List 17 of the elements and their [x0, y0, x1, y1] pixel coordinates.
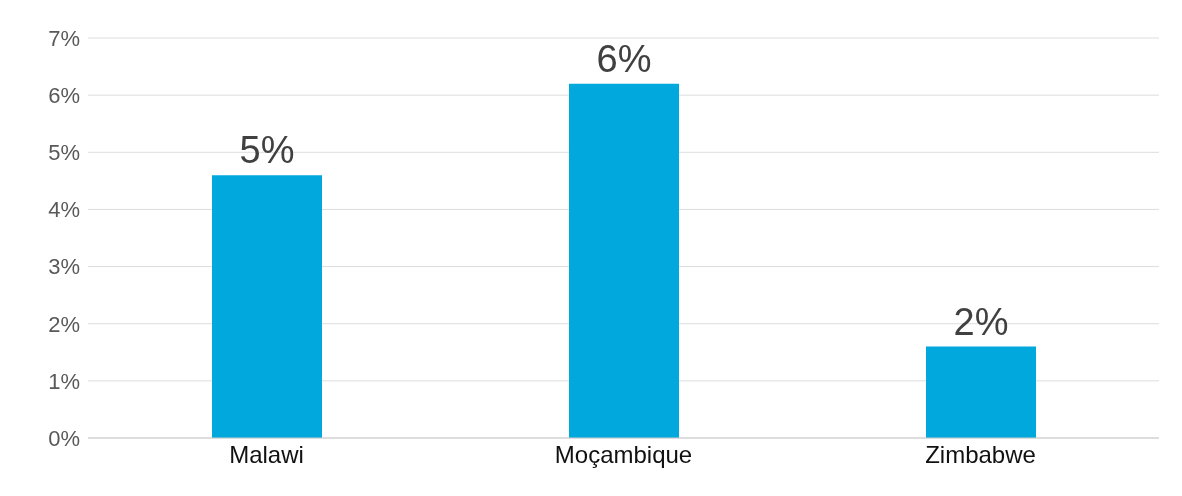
- y-tick-label: 0%: [48, 425, 80, 451]
- y-tick-label: 1%: [48, 368, 80, 394]
- y-tick-label: 6%: [48, 82, 80, 108]
- bar: [926, 346, 1036, 438]
- y-tick-label: 7%: [48, 25, 80, 51]
- y-tick-label: 5%: [48, 140, 80, 166]
- y-tick-label: 4%: [48, 197, 80, 223]
- y-tick-label: 2%: [48, 311, 80, 337]
- data-label: 5%: [239, 129, 295, 172]
- x-tick-label: Malawi: [229, 441, 304, 469]
- data-label: 6%: [596, 37, 652, 80]
- x-tick-label: Zimbabwe: [925, 441, 1036, 469]
- x-tick-label: Moçambique: [554, 441, 693, 469]
- bar: [569, 83, 679, 438]
- y-tick-label: 3%: [48, 254, 80, 280]
- data-label: 2%: [953, 300, 1009, 343]
- bar: [212, 175, 322, 438]
